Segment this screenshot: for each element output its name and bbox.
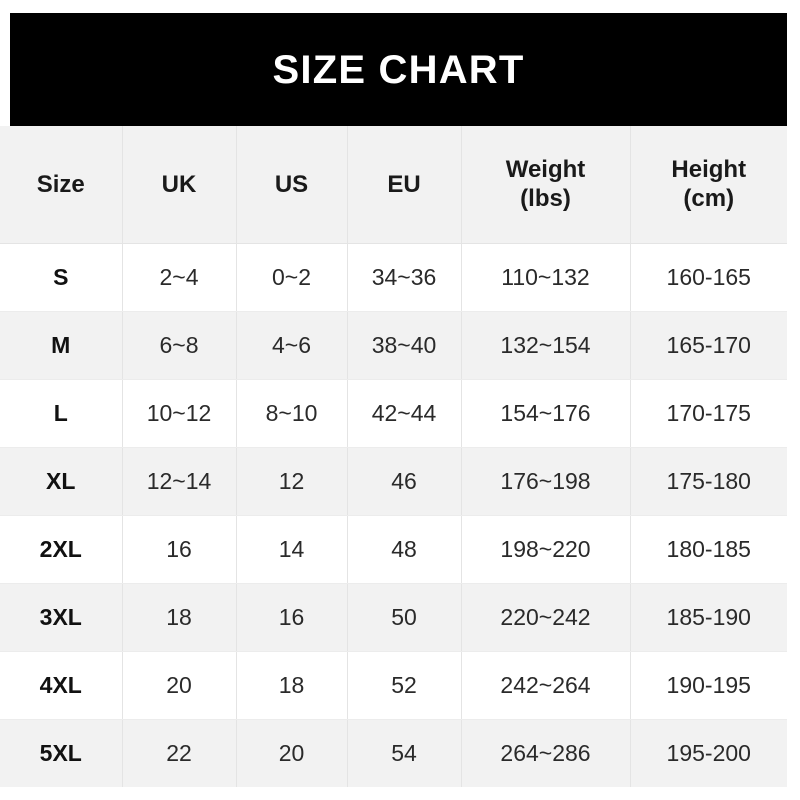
cell-weight: 198~220 [461,515,631,584]
cell-eu: 50 [347,583,462,652]
table-row: S 2~4 0~2 34~36 110~132 160-165 [0,243,787,312]
cell-size: M [0,311,123,380]
column-header-eu-label: EU [387,170,421,198]
cell-size: XL [0,447,123,516]
cell-us: 16 [236,583,348,652]
table-header: Size UK US EU Weight (lbs) [0,126,787,244]
header-row: Size UK US EU Weight (lbs) [0,126,787,244]
cell-size: 2XL [0,515,123,584]
title-banner: SIZE CHART [10,13,787,126]
cell-size: L [0,379,123,448]
column-header-size-label: Size [36,170,85,198]
cell-weight: 110~132 [461,243,631,312]
table-row: 3XL 18 16 50 220~242 185-190 [0,583,787,652]
cell-eu: 52 [347,651,462,720]
cell-uk: 10~12 [122,379,237,448]
cell-uk: 12~14 [122,447,237,516]
cell-weight: 242~264 [461,651,631,720]
cell-us: 18 [236,651,348,720]
cell-weight: 220~242 [461,583,631,652]
column-header-uk: UK [122,126,237,244]
column-header-height: Height (cm) [630,126,787,244]
size-chart-table-container: Size UK US EU Weight (lbs) [0,126,787,787]
cell-eu: 48 [347,515,462,584]
page-title: SIZE CHART [272,47,525,92]
column-header-weight: Weight (lbs) [461,126,631,244]
column-header-height-label: Height [671,155,747,183]
column-header-height-unit: (cm) [683,185,735,213]
cell-height: 195-200 [666,739,751,766]
column-header-weight-label: Weight [505,155,586,183]
column-header-us: US [236,126,348,244]
cell-us: 4~6 [236,311,348,380]
cell-eu: 46 [347,447,462,516]
cell-size: 5XL [0,719,123,787]
cell-weight: 264~286 [461,719,631,787]
cell-height: 190-195 [630,651,787,720]
table-row: M 6~8 4~6 38~40 132~154 165-170 [0,311,787,380]
table-row: 2XL 16 14 48 198~220 180-185 [0,515,787,584]
table-row: 4XL 20 18 52 242~264 190-195 [0,651,787,720]
cell-uk: 22 [122,719,237,787]
column-header-us-label: US [274,170,309,198]
cell-weight: 154~176 [461,379,631,448]
cell-us: 8~10 [236,379,348,448]
cell-uk: 6~8 [122,311,237,380]
column-header-uk-label: UK [161,170,197,198]
cell-height: 165-170 [630,311,787,380]
cell-height: 175-180 [630,447,787,516]
cell-us: 14 [236,515,348,584]
size-chart-table: Size UK US EU Weight (lbs) [0,126,787,787]
cell-eu: 42~44 [347,379,462,448]
cell-weight: 176~198 [461,447,631,516]
cell-height: 180-185 [630,515,787,584]
column-header-weight-unit: (lbs) [520,185,571,213]
cell-us: 12 [236,447,348,516]
cell-uk: 20 [122,651,237,720]
table-row: L 10~12 8~10 42~44 154~176 170-175 [0,379,787,448]
cell-uk: 2~4 [122,243,237,312]
cell-uk: 18 [122,583,237,652]
cell-height: 170-175 [630,379,787,448]
cell-weight: 132~154 [461,311,631,380]
column-header-size: Size [0,126,123,244]
cell-height: 185-190 [630,583,787,652]
cell-size: S [0,243,123,312]
cell-us: 0~2 [236,243,348,312]
cell-eu: 38~40 [347,311,462,380]
column-header-eu: EU [347,126,462,244]
cell-eu: 34~36 [347,243,462,312]
table-body: S 2~4 0~2 34~36 110~132 160-165 M 6~8 4~6 38~40 13… [0,243,787,787]
cell-size: 3XL [0,583,123,652]
cell-us: 20 [236,719,348,787]
cell-eu: 54 [347,719,462,787]
cell-height: 160-165 [630,243,787,312]
table-row: 5XL 22 20 54 264~286 195-200 [0,719,787,787]
cell-size: 4XL [0,651,123,720]
cell-uk: 16 [122,515,237,584]
table-row: XL 12~14 12 46 176~198 175-180 [0,447,787,516]
